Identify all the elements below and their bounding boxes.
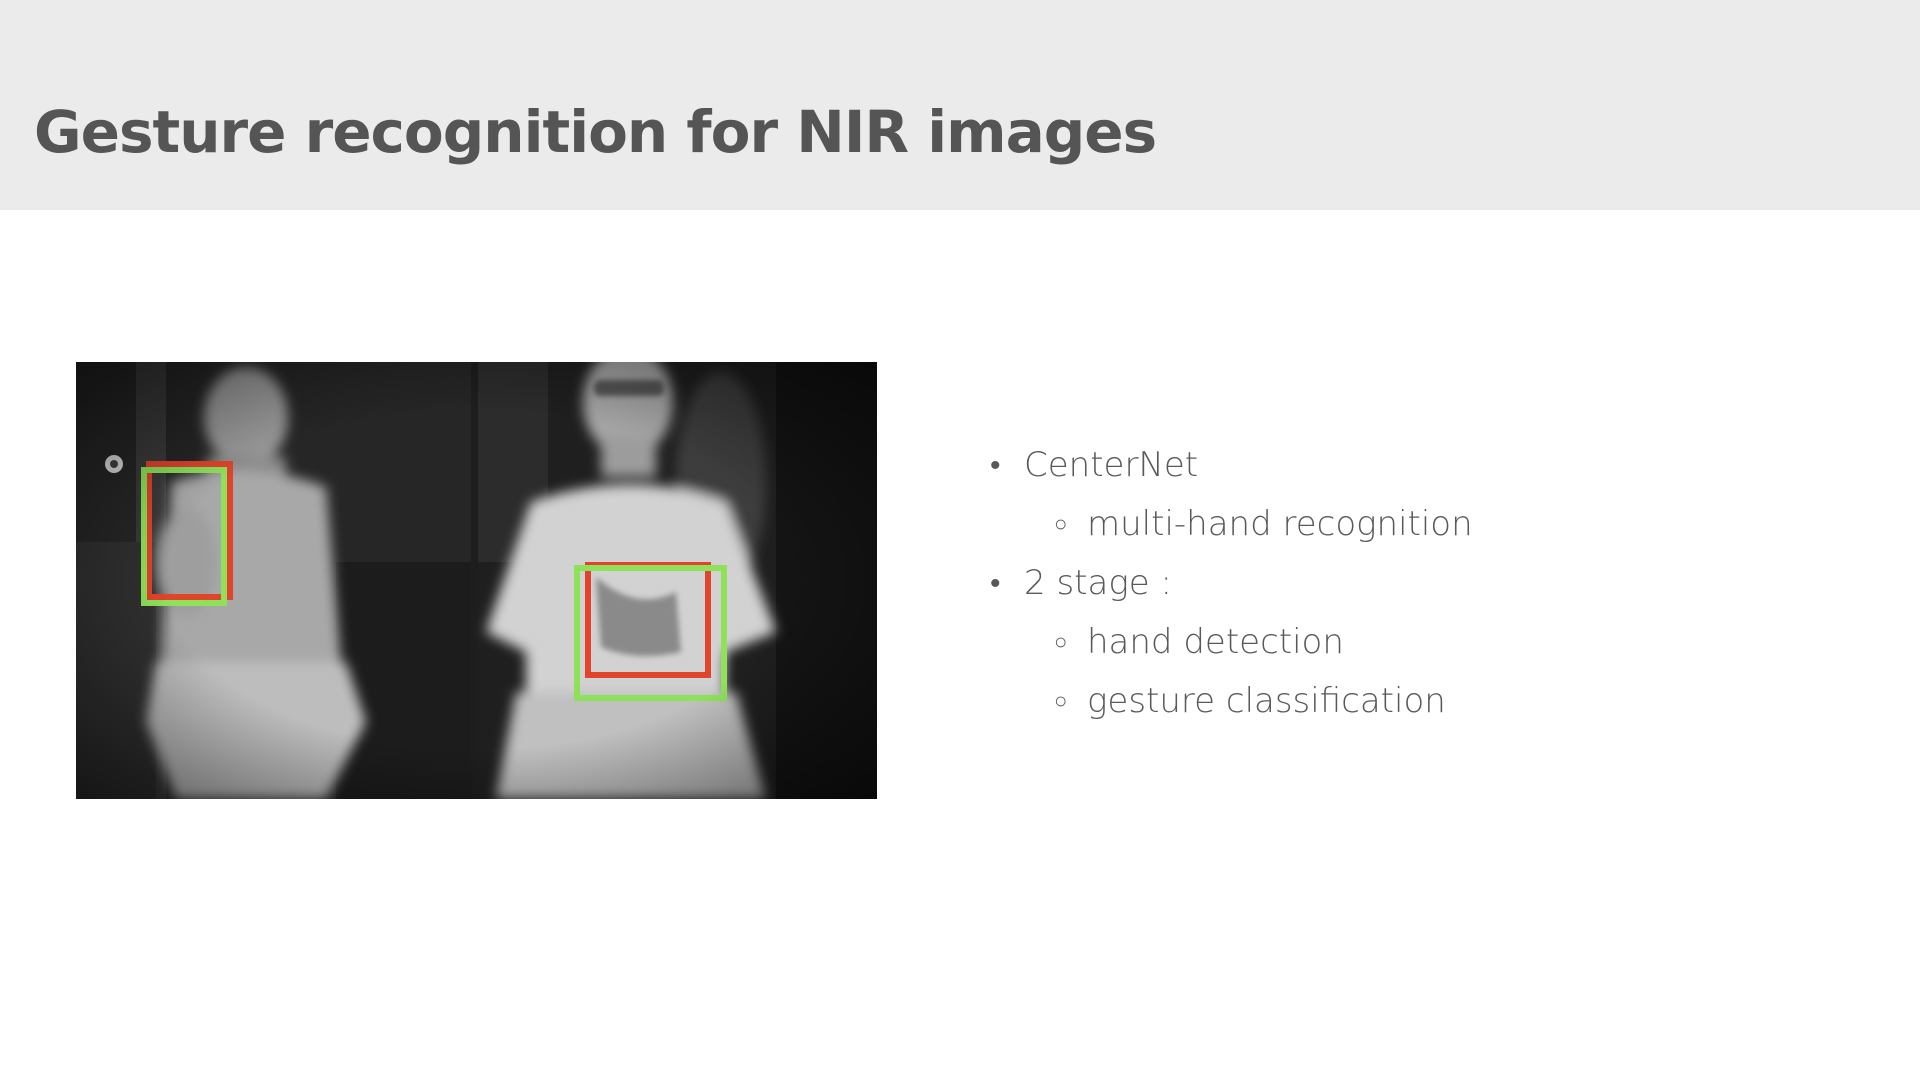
sub-bullet-item: ○ hand detection	[990, 613, 1790, 672]
slide-title: Gesture recognition for NIR images	[34, 98, 1157, 166]
circle-bullet-icon: ○	[1054, 689, 1068, 714]
nir-frames-illustration	[76, 362, 877, 799]
sub-bullet-text: gesture classification	[1087, 681, 1446, 721]
nir-gesture-image	[76, 362, 877, 799]
sub-bullet-item: ○ multi-hand recognition	[990, 495, 1790, 554]
sub-bullet-text: multi-hand recognition	[1087, 504, 1473, 544]
sub-bullet-text: hand detection	[1087, 622, 1344, 662]
bullet-text: 2 stage :	[1024, 563, 1172, 603]
bullet-item: • CenterNet	[990, 436, 1790, 495]
bullet-list: • CenterNet ○ multi-hand recognition • 2…	[990, 436, 1790, 731]
sub-bullet-item: ○ gesture classification	[990, 672, 1790, 731]
bullet-dot-icon: •	[990, 566, 1001, 601]
circle-bullet-icon: ○	[1054, 630, 1068, 655]
bullet-item: • 2 stage :	[990, 554, 1790, 613]
circle-bullet-icon: ○	[1054, 512, 1068, 537]
title-band	[0, 0, 1920, 210]
bullet-text: CenterNet	[1024, 445, 1199, 485]
bullet-dot-icon: •	[990, 448, 1001, 483]
